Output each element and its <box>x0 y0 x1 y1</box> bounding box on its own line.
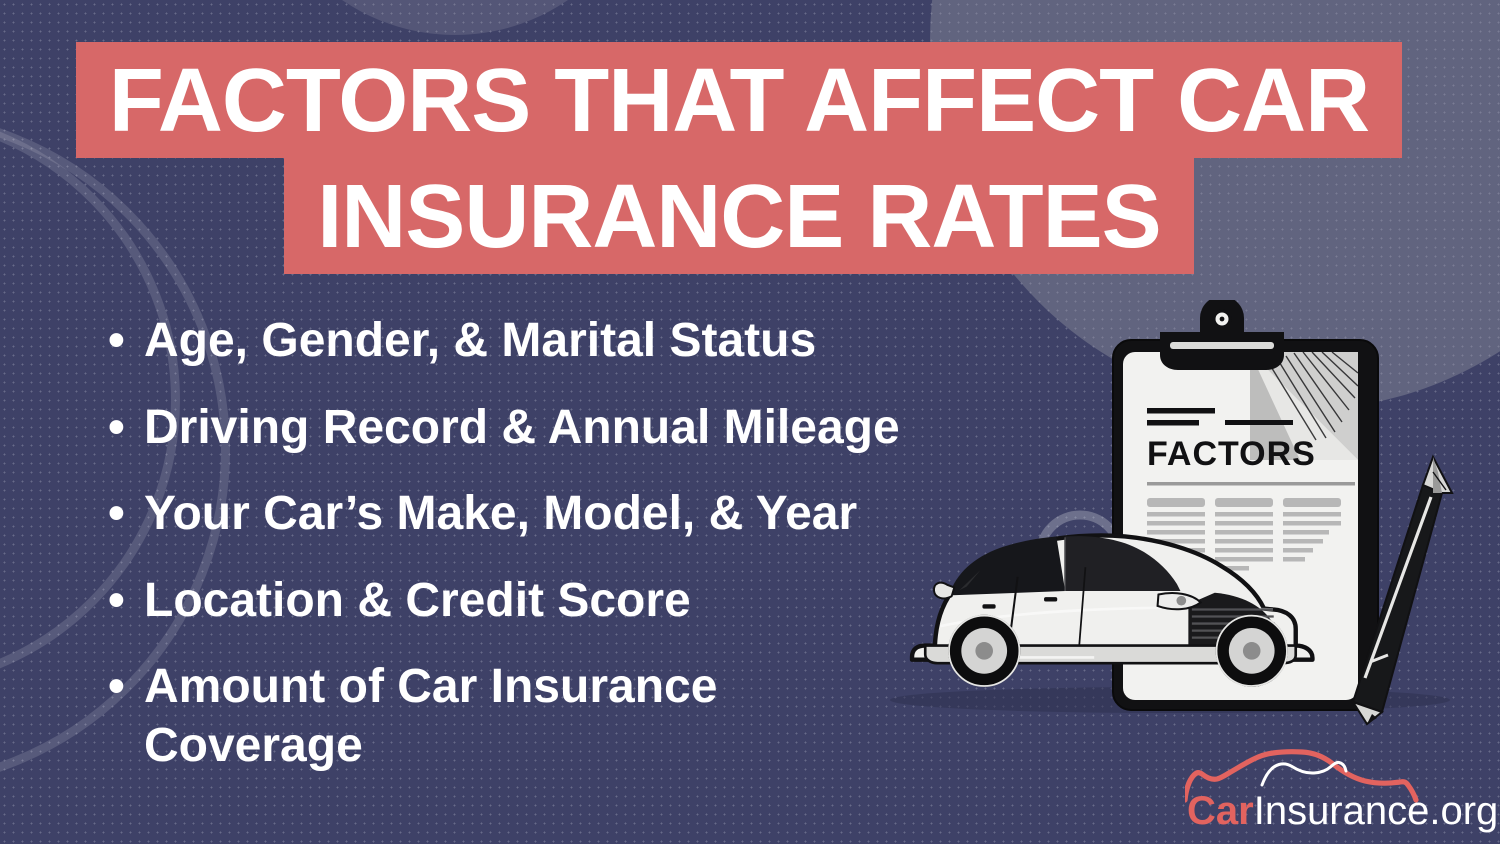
svg-text:FACTORS: FACTORS <box>1147 435 1316 473</box>
